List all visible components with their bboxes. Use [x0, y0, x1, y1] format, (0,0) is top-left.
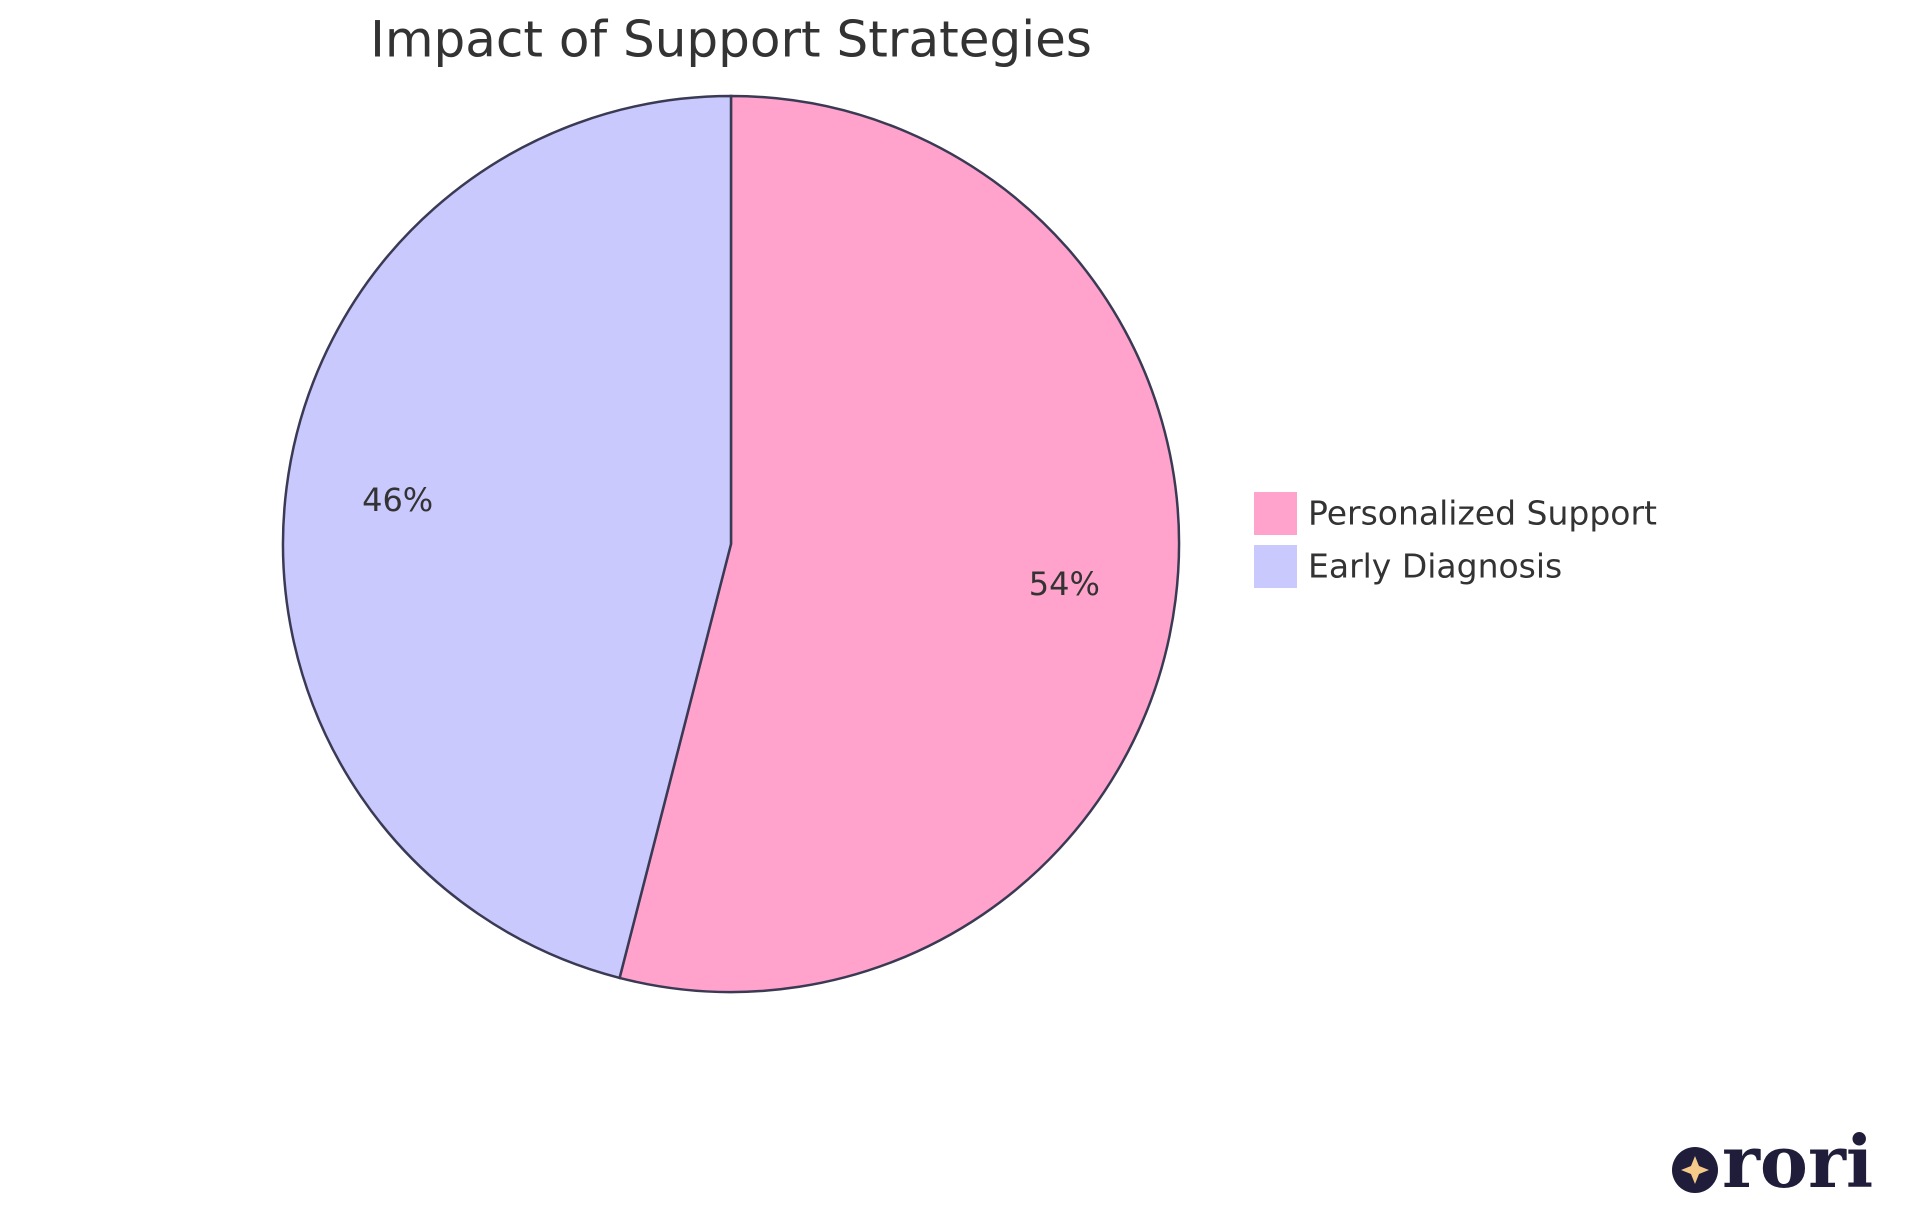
logo-text: rori: [1722, 1119, 1873, 1204]
pie-slice: [281, 94, 733, 980]
logo: rori: [1672, 1119, 1873, 1204]
data-label: 46%: [362, 481, 433, 519]
legend-label: Personalized Support: [1308, 494, 1657, 533]
legend-swatch: [1252, 490, 1299, 537]
legend-label: Early Diagnosis: [1308, 547, 1562, 586]
logo-star: [1681, 1156, 1709, 1184]
pie-slice: [618, 94, 1181, 994]
data-label: 54%: [1029, 565, 1100, 603]
chart-title: Impact of Support Strategies: [370, 11, 1092, 69]
legend-swatch: [1252, 543, 1299, 590]
